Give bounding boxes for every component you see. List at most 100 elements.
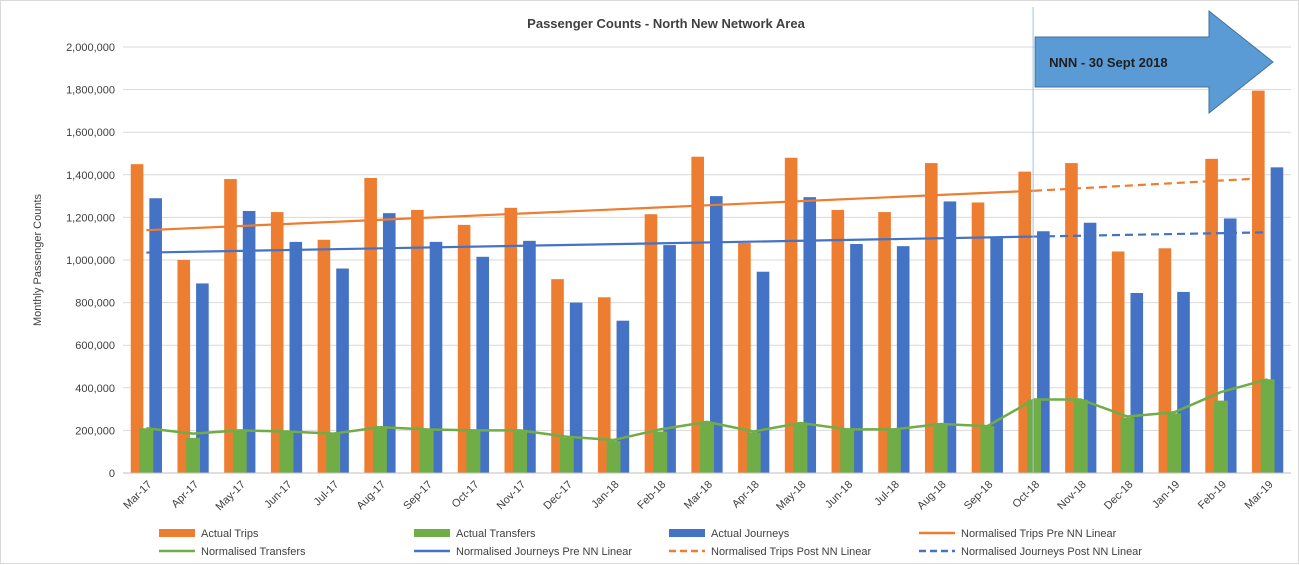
- bar-actual-journeys: [242, 211, 256, 473]
- line-series: [146, 176, 1268, 442]
- bar-actual-trips: [504, 207, 518, 473]
- bar-actual-trips: [878, 212, 891, 473]
- x-tick-label: Apr-17: [169, 479, 201, 511]
- legend-label: Actual Transfers: [456, 528, 536, 540]
- bar-actual-transfers: [1213, 400, 1228, 473]
- x-tick-label: Oct-17: [450, 479, 482, 511]
- bar-actual-trips: [270, 212, 284, 473]
- annotation-group: NNN - 30 Sept 2018: [1032, 7, 1274, 473]
- y-axis-label: Monthly Passenger Counts: [32, 193, 44, 326]
- bar-actual-transfers: [653, 431, 668, 473]
- bar-actual-journeys: [663, 245, 676, 473]
- x-tick-label: Sep-17: [401, 479, 435, 513]
- x-tick-label: Feb-18: [635, 479, 668, 512]
- bar-actual-trips: [1065, 163, 1078, 473]
- legend-label: Actual Trips: [201, 528, 259, 540]
- x-tick-label: Oct-18: [1010, 479, 1042, 511]
- bar-actual-journeys: [336, 268, 349, 473]
- legend-label: Normalised Journeys Pre NN Linear: [456, 546, 632, 558]
- x-tick-label: Nov-18: [1055, 479, 1089, 513]
- y-tick-label: 1,600,000: [66, 127, 115, 139]
- bar-actual-transfers: [186, 437, 201, 473]
- x-tick-label: Mar-17: [121, 479, 154, 512]
- callout-arrow-shape: [1034, 9, 1274, 115]
- legend-label: Normalised Journeys Post NN Linear: [961, 546, 1142, 558]
- y-tick-label: 2,000,000: [66, 42, 115, 54]
- bar-actual-trips: [364, 177, 377, 473]
- callout-arrow-label: NNN - 30 Sept 2018: [1049, 55, 1168, 70]
- bar-actual-trips: [411, 209, 424, 473]
- x-tick-label: Jul-18: [872, 479, 902, 509]
- bar-actual-journeys: [803, 197, 817, 474]
- bar-actual-journeys: [476, 256, 490, 473]
- line-normalised-transfers: [146, 378, 1268, 442]
- y-tick-label: 0: [109, 468, 115, 480]
- bar-actual-journeys: [896, 246, 910, 473]
- x-tick-label: Mar-18: [682, 479, 715, 512]
- bar-actual-trips: [738, 242, 751, 473]
- legend-label: Actual Journeys: [711, 528, 790, 540]
- legend-label: Normalised Transfers: [201, 546, 306, 558]
- x-tick-label: Jul-17: [312, 479, 342, 509]
- trendline-normalised-trips-pre-nn-linear: [146, 189, 1035, 232]
- bar-actual-journeys: [523, 240, 536, 473]
- bar-actual-trips: [691, 156, 704, 473]
- bar-actual-transfers: [466, 430, 481, 473]
- bar-actual-transfers: [700, 422, 714, 473]
- bar-actual-journeys: [616, 320, 630, 473]
- x-tick-label: Jan-18: [589, 479, 621, 511]
- x-tick-label: Jan-19: [1150, 479, 1182, 511]
- bar-actual-transfers: [980, 426, 995, 473]
- bar-actual-transfers: [326, 433, 341, 473]
- bar-actual-transfers: [1027, 399, 1041, 473]
- bar-actual-journeys: [429, 241, 443, 473]
- bar-actual-journeys: [196, 283, 209, 473]
- bar-actual-journeys: [943, 201, 957, 474]
- bar-actual-trips: [784, 157, 798, 473]
- legend-label: Normalised Trips Pre NN Linear: [961, 528, 1117, 540]
- bar-actual-trips: [551, 279, 564, 473]
- bar-actual-transfers: [1120, 417, 1135, 473]
- x-tick-label: Jun-17: [262, 479, 294, 511]
- bar-actual-trips: [644, 214, 658, 473]
- bar-actual-journeys: [149, 198, 162, 474]
- y-tick-label: 1,400,000: [66, 170, 115, 182]
- bar-actual-trips: [1018, 171, 1032, 474]
- x-tick-label: Dec-17: [541, 479, 575, 513]
- bar-actual-transfers: [513, 430, 528, 473]
- bar-actual-journeys: [710, 196, 723, 473]
- x-tick-label: May-17: [213, 479, 247, 513]
- bar-actual-journeys: [850, 244, 863, 473]
- x-tick-label: Dec-18: [1102, 479, 1136, 513]
- y-tick-label: 800,000: [75, 298, 115, 310]
- bar-actual-transfers: [840, 429, 855, 473]
- bar-actual-journeys: [569, 302, 583, 473]
- bar-actual-journeys: [756, 271, 770, 473]
- bar-actual-transfers: [933, 424, 948, 473]
- bar-actual-journeys: [382, 213, 396, 473]
- bar-actual-transfers: [746, 432, 761, 473]
- bar-actual-trips: [177, 260, 191, 473]
- x-tick-label: Sep-18: [962, 479, 996, 513]
- x-tick-label: Aug-17: [355, 479, 389, 513]
- bar-actual-trips: [831, 209, 845, 473]
- bar-actual-transfers: [559, 437, 574, 473]
- x-tick-label: Feb-19: [1196, 479, 1229, 512]
- y-axis-ticks: 0 200,000 400,000 600,000 800,000 1,000,000 1,…: [66, 42, 115, 480]
- y-tick-label: 1,000,000: [66, 255, 115, 267]
- bar-actual-trips: [597, 297, 611, 473]
- bar-actual-transfers: [606, 441, 621, 473]
- y-tick-label: 1,200,000: [66, 212, 115, 224]
- bar-actual-trips: [224, 179, 237, 473]
- x-tick-label: Mar-19: [1243, 479, 1276, 512]
- y-tick-label: 1,800,000: [66, 85, 115, 97]
- bar-actual-transfers: [279, 431, 294, 473]
- bar-actual-transfers: [1260, 379, 1275, 473]
- bar-actual-transfers: [886, 429, 901, 473]
- legend-label: Normalised Trips Post NN Linear: [711, 546, 872, 558]
- x-tick-label: Aug-18: [915, 479, 949, 513]
- bar-actual-trips: [457, 224, 471, 473]
- trendline-normalised-journeys-pre-nn-linear: [146, 235, 1035, 254]
